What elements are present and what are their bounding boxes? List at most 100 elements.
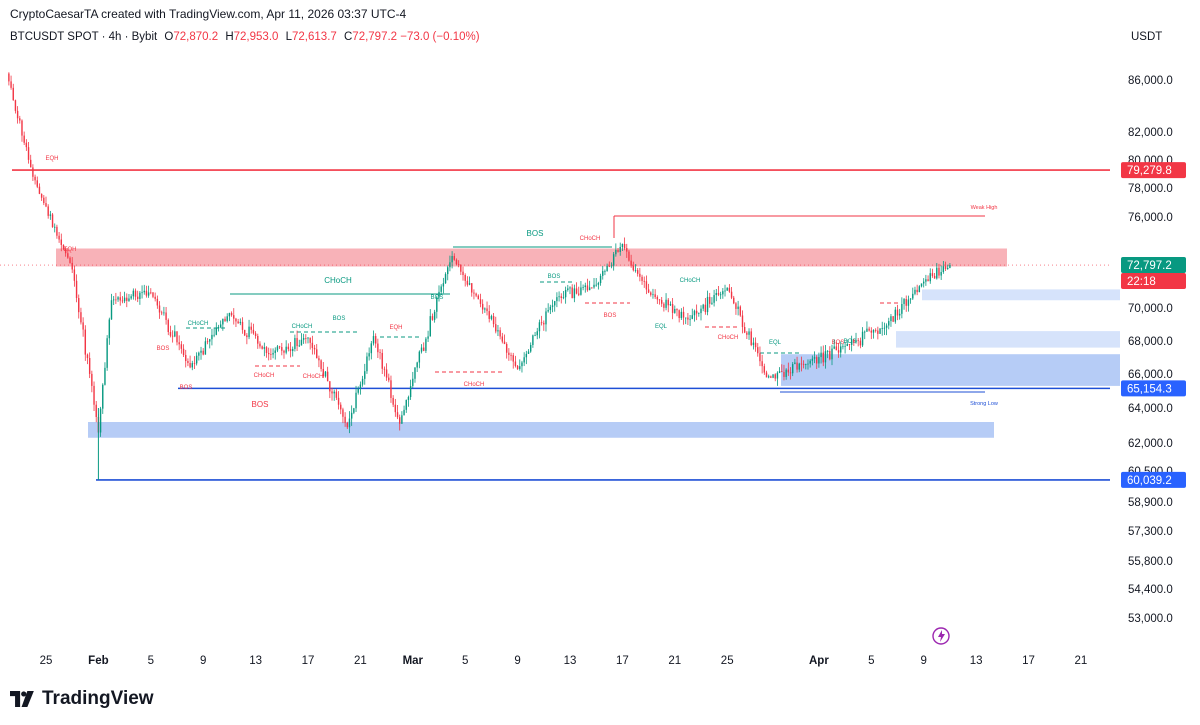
- candle-body: [141, 292, 143, 294]
- x-axis-tick: 25: [721, 655, 734, 667]
- annotation-label: CHoCH: [292, 324, 313, 330]
- candle-body: [602, 271, 604, 276]
- candle-body: [75, 280, 78, 299]
- candle-body: [759, 353, 761, 362]
- candle-body: [711, 302, 713, 304]
- candle-body: [451, 256, 453, 263]
- high-label: H: [225, 31, 234, 43]
- candle-body: [634, 270, 637, 271]
- candle-body: [564, 289, 567, 298]
- x-axis-tick: Mar: [403, 655, 424, 667]
- currency-label[interactable]: USDT: [1131, 31, 1163, 43]
- candle-body: [158, 305, 161, 313]
- candle-body: [296, 338, 298, 347]
- candle-body: [936, 267, 938, 279]
- candle-body: [519, 366, 521, 370]
- candle-body: [674, 309, 676, 313]
- candle-body: [940, 272, 942, 276]
- candle-body: [361, 378, 364, 385]
- candle-body: [811, 358, 814, 361]
- candle-body: [185, 354, 187, 361]
- candle-body: [687, 317, 689, 320]
- candle-body: [224, 318, 226, 322]
- candle-body: [16, 110, 19, 119]
- candle-body: [706, 296, 709, 313]
- candle-body: [829, 351, 831, 360]
- candle-body: [938, 267, 940, 276]
- candle-body: [650, 292, 652, 295]
- symbol-label[interactable]: BTCUSDT SPOT · 4h · Bybit: [10, 31, 158, 43]
- candle-body: [761, 361, 763, 367]
- candle-body: [872, 329, 875, 333]
- candle-body: [56, 226, 58, 236]
- annotation-label: BOS: [604, 313, 617, 319]
- candle-body: [462, 271, 464, 276]
- tradingview-logo[interactable]: TradingView: [10, 688, 154, 710]
- candle-body: [789, 372, 792, 374]
- candle-body: [348, 418, 351, 428]
- candle-body: [139, 292, 141, 299]
- candle-body: [752, 342, 755, 345]
- x-axis-tick: 5: [868, 655, 874, 667]
- candle-body: [575, 288, 578, 294]
- candle-body: [453, 256, 455, 260]
- annotation-label: EQH: [389, 325, 402, 331]
- candle-body: [850, 339, 853, 345]
- candle-body: [104, 367, 106, 385]
- candle-body: [822, 352, 824, 363]
- candle-body: [215, 328, 218, 335]
- candle-body: [719, 294, 722, 296]
- candle-body: [423, 347, 425, 351]
- candle-body: [636, 270, 639, 274]
- candle-body: [510, 354, 512, 356]
- candle-body: [209, 339, 211, 342]
- candle-body: [32, 167, 34, 177]
- candle-body: [73, 269, 76, 281]
- y-axis-tick: 54,400.0: [1128, 584, 1173, 596]
- candle-body: [112, 299, 115, 301]
- candle-body: [252, 329, 255, 334]
- x-axis-tick: 9: [514, 655, 520, 667]
- candle-body: [551, 305, 554, 307]
- candle-body: [840, 346, 842, 353]
- candle-body: [359, 384, 362, 389]
- candle-body: [123, 297, 126, 302]
- candle-body: [892, 316, 894, 322]
- candle-body: [337, 397, 340, 405]
- candle-body: [294, 338, 296, 349]
- candle-body: [685, 317, 687, 319]
- candle-body: [947, 267, 949, 270]
- candle-body: [508, 352, 510, 355]
- candle-body: [427, 336, 429, 339]
- candle-body: [136, 296, 139, 299]
- y-axis-tick: 64,000.0: [1128, 403, 1173, 415]
- candle-body: [228, 312, 231, 317]
- x-axis-tick: 13: [249, 655, 262, 667]
- candle-body: [198, 352, 200, 356]
- candle-body: [331, 391, 333, 394]
- candle-body: [401, 415, 403, 424]
- candle-body: [302, 338, 305, 340]
- candle-body: [10, 81, 12, 88]
- candle-body: [942, 266, 945, 273]
- candle-body: [595, 284, 597, 286]
- candle-body: [176, 331, 178, 343]
- zone-demand-3: [896, 331, 1120, 348]
- candle-body: [62, 244, 65, 250]
- candle-body: [765, 372, 768, 378]
- candle-body: [12, 87, 14, 101]
- candle-body: [866, 328, 868, 332]
- lightning-icon: [932, 627, 950, 645]
- candle-body: [64, 249, 67, 254]
- candle-body: [479, 299, 482, 304]
- candle-body: [540, 322, 543, 324]
- candle-body: [567, 288, 569, 290]
- candle-body: [536, 331, 538, 336]
- candle-body: [630, 260, 632, 266]
- candle-body: [503, 341, 506, 345]
- candle-body: [106, 338, 108, 368]
- annotation-label: CHoCH: [324, 276, 352, 285]
- candle-body: [285, 346, 287, 353]
- candle-body: [152, 292, 154, 297]
